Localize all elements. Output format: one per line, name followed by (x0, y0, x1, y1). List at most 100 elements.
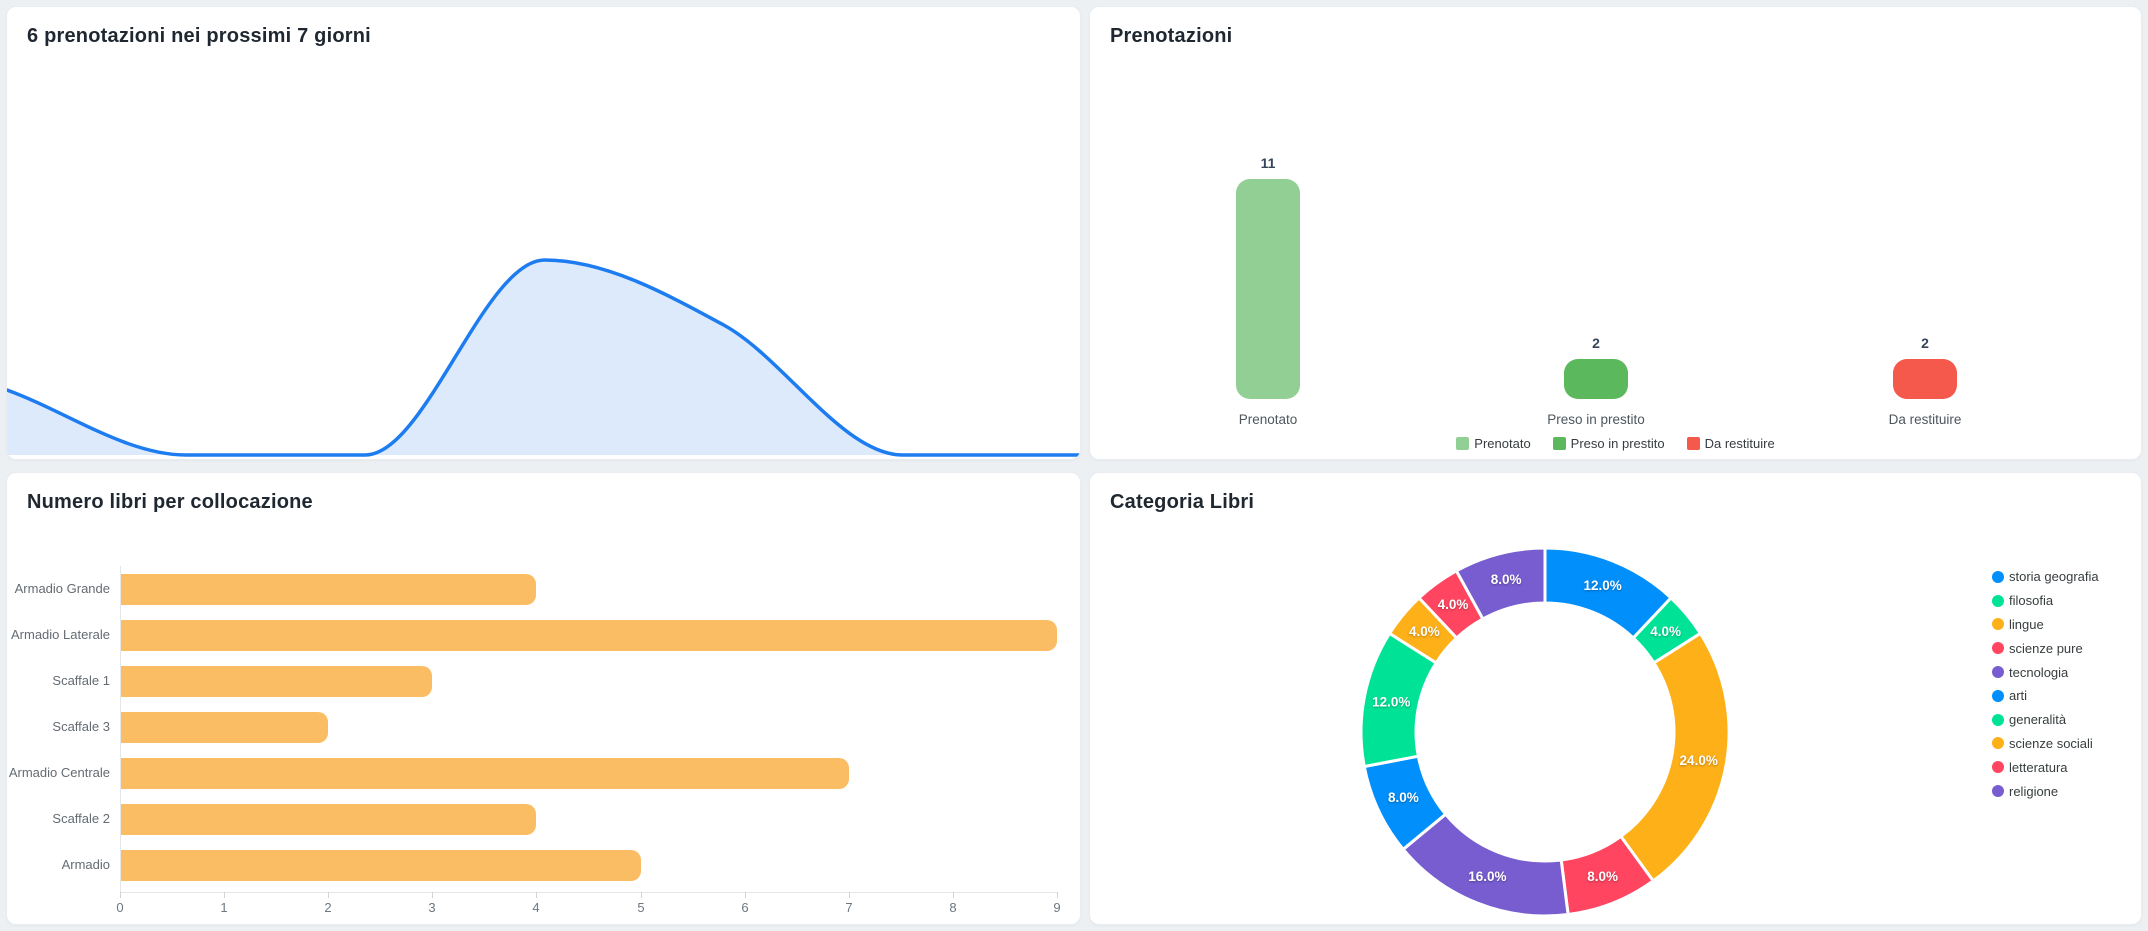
x-axis-tick (536, 892, 537, 898)
location-label: Armadio Laterale (11, 627, 110, 642)
x-axis-tick (641, 892, 642, 898)
location-bar-armadio-grande[interactable] (120, 574, 536, 605)
donut-legend-item[interactable]: tecnologia (1992, 660, 2099, 684)
booking-bar-column: 2 (1865, 335, 1985, 399)
booking-bar-column: 2 (1536, 335, 1656, 399)
donut-slice-label: 12.0% (1372, 694, 1410, 709)
panel-title-bookings: Prenotazioni (1110, 25, 1233, 47)
location-label: Armadio (61, 857, 110, 872)
x-axis-tick (328, 892, 329, 898)
donut-slice-label: 4.0% (1409, 624, 1440, 639)
donut-slice-label: 8.0% (1388, 790, 1419, 805)
location-label: Armadio Grande (14, 581, 110, 596)
x-axis-tick (849, 892, 850, 898)
donut-legend-item[interactable]: letteratura (1992, 755, 2099, 779)
legend-dot-icon (1992, 594, 2004, 607)
legend-label: Preso in prestito (1570, 436, 1665, 451)
booking-bar-category: Da restituire (1888, 412, 1962, 427)
x-axis-line (120, 892, 1057, 893)
booking-bar-prenotato[interactable] (1236, 179, 1300, 399)
booking-bar-value: 11 (1260, 155, 1276, 171)
x-axis-tick-label: 9 (1053, 900, 1061, 915)
donut-legend-item[interactable]: scienze pure (1992, 636, 2099, 660)
legend-label: tecnologia (2009, 664, 2069, 680)
forecast-area-chart[interactable] (7, 61, 1081, 457)
legend-label: generalità (2009, 712, 2067, 728)
booking-bar-value: 2 (1592, 335, 1600, 351)
location-bar-armadio-laterale[interactable] (120, 620, 1057, 651)
panel-title-categories: Categoria Libri (1110, 491, 1255, 513)
x-axis-tick (432, 892, 433, 898)
bookings-legend: Prenotato Preso in prestito Da restituire (1090, 436, 2141, 451)
booking-bar-preso-in-prestito[interactable] (1564, 359, 1628, 399)
legend-swatch-icon (1686, 437, 1700, 450)
legend-dot-icon (1992, 666, 2004, 679)
booking-bar-da-restituire[interactable] (1893, 359, 1957, 399)
panel-locations: Numero libri per collocazione Armadio Gr… (6, 472, 1081, 925)
donut-legend-item[interactable]: lingue (1992, 613, 2099, 637)
x-axis-tick-label: 2 (324, 900, 332, 915)
legend-dot-icon (1992, 642, 2004, 655)
booking-bar-column: 11 (1208, 155, 1328, 399)
legend-dot-icon (1992, 570, 2004, 583)
legend-label: storia geografia (2009, 569, 2099, 585)
panel-title-forecast: 6 prenotazioni nei prossimi 7 giorni (27, 25, 371, 47)
area-fill (7, 260, 1080, 456)
area-line (7, 258, 1080, 457)
donut-legend-item[interactable]: generalità (1992, 708, 2099, 732)
legend-dot-icon (1992, 761, 2004, 774)
panel-categories: Categoria Libri 12.0% 4.0% 24.0% 8.0% 16.0% 8… (1089, 472, 2142, 925)
y-axis-line (120, 566, 121, 892)
categories-donut-chart[interactable]: 12.0% 4.0% 24.0% 8.0% 16.0% 8.0% 12.0% 4.0% 4.0%… (1355, 542, 1735, 922)
donut-slice-label: 4.0% (1650, 624, 1681, 639)
donut-legend-item[interactable]: arti (1992, 684, 2099, 708)
donut-legend-item[interactable]: scienze sociali (1992, 732, 2099, 756)
legend-swatch-icon (1552, 437, 1566, 450)
donut-slice-label: 8.0% (1587, 869, 1618, 884)
donut-slice-religione[interactable] (1454, 546, 1547, 621)
legend-label: religione (2009, 783, 2059, 799)
x-axis-tick (224, 892, 225, 898)
bookings-legend-item[interactable]: Prenotato (1456, 436, 1531, 451)
x-axis-tick-label: 4 (532, 900, 540, 915)
x-axis-tick-label: 6 (741, 900, 749, 915)
panel-forecast: 6 prenotazioni nei prossimi 7 giorni (6, 6, 1081, 460)
bookings-legend-item[interactable]: Preso in prestito (1552, 436, 1665, 451)
legend-label: Da restituire (1704, 436, 1775, 451)
donut-legend-item[interactable]: religione (1992, 779, 2099, 803)
location-bar-scaffale-3[interactable] (120, 712, 328, 743)
legend-dot-icon (1992, 618, 2004, 631)
x-axis-tick-label: 5 (637, 900, 645, 915)
donut-slice-label: 4.0% (1438, 597, 1469, 612)
x-axis-tick (953, 892, 954, 898)
location-label: Scaffale 2 (52, 811, 110, 826)
panel-bookings: Prenotazioni 11 Prenotato 2 Preso in presti… (1089, 6, 2142, 460)
x-axis-tick (745, 892, 746, 898)
panel-title-locations: Numero libri per collocazione (27, 491, 313, 513)
booking-bar-category: Preso in prestito (1547, 412, 1645, 427)
x-axis-tick-label: 0 (116, 900, 124, 915)
x-axis-tick (120, 892, 121, 898)
donut-legend-item[interactable]: filosofia (1992, 589, 2099, 613)
legend-dot-icon (1992, 713, 2004, 726)
donut-slice-label: 24.0% (1680, 753, 1718, 768)
donut-legend-item[interactable]: storia geografia (1992, 565, 2099, 589)
donut-slice-label: 8.0% (1491, 572, 1522, 587)
location-bar-armadio[interactable] (120, 850, 641, 881)
x-axis-tick (1057, 892, 1058, 898)
location-bar-scaffale-2[interactable] (120, 804, 536, 835)
booking-bar-value: 2 (1921, 335, 1929, 351)
booking-bar-category: Prenotato (1238, 412, 1298, 427)
donut-slice-label: 16.0% (1468, 869, 1506, 884)
bookings-legend-item[interactable]: Da restituire (1686, 436, 1775, 451)
legend-label: arti (2009, 688, 2028, 704)
location-bar-scaffale-1[interactable] (120, 666, 432, 697)
legend-label: letteratura (2009, 759, 2068, 775)
legend-label: Prenotato (1474, 436, 1531, 451)
legend-label: scienze sociali (2009, 735, 2093, 751)
location-label: Armadio Centrale (8, 765, 110, 780)
location-bar-armadio-centrale[interactable] (120, 758, 849, 789)
x-axis-tick-label: 8 (949, 900, 957, 915)
x-axis-tick-label: 3 (428, 900, 436, 915)
